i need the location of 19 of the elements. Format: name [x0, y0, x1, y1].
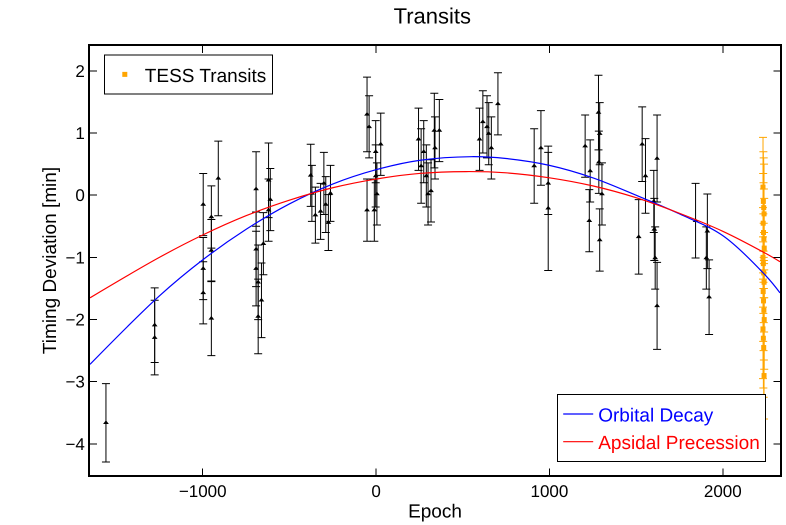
chart-title: Transits: [394, 3, 472, 28]
y-tick-label: 1: [75, 124, 85, 143]
y-tick-label: −4: [65, 434, 85, 454]
legend-label: Orbital Decay: [598, 405, 714, 426]
line-series: [90, 156, 780, 365]
x-tick-label: 0: [371, 482, 381, 502]
y-tick-label: −3: [65, 372, 85, 392]
legend-label: Apsidal Precession: [598, 433, 760, 454]
x-axis-title: Epoch: [408, 501, 462, 522]
x-tick-label: 2000: [704, 482, 742, 502]
y-tick-label: 2: [75, 62, 85, 81]
line-series: [90, 170, 780, 298]
x-tick-label: 1000: [530, 482, 568, 502]
y-tick-label: −2: [65, 310, 85, 330]
legend-label: TESS Transits: [144, 66, 266, 87]
y-tick-label: −1: [65, 248, 85, 268]
y-tick-label: 0: [75, 186, 85, 206]
y-axis-title: Timing Deviation [min]: [40, 166, 61, 354]
x-tick-label: −1000: [178, 482, 227, 502]
